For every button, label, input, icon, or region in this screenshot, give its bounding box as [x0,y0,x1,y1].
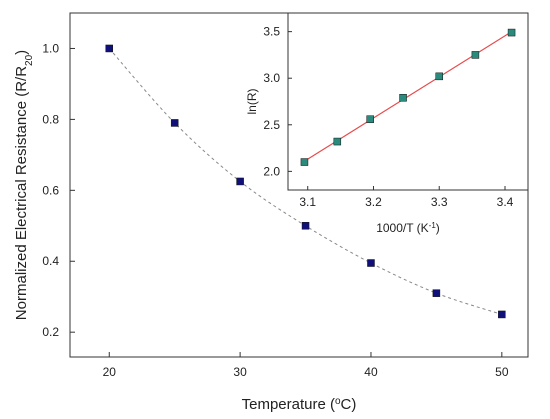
inset-data-point [399,94,407,102]
main-data-point [301,222,310,230]
main-y-tick-label: 0.4 [42,254,59,268]
inset-x-tick-label: 3.2 [365,195,382,209]
main-y-axis-title-text: Normalized Electrical Resistance (R/R [13,66,30,320]
inset-data-point [333,137,342,146]
main-y-axis-title: Normalized Electrical Resistance (R/R20) [13,50,35,320]
inset-x-tick-label: 3.4 [497,195,514,209]
inset-data-point [471,51,480,59]
inset-data-point [300,158,309,166]
inset-axis-ticks: 3.1 3.2 3.3 3.4 2.0 2.5 3.0 3.5 [263,25,513,209]
inset-x-axis-title-tail: ) [436,221,440,235]
inset-y-tick-label: 2.5 [263,118,280,132]
inset-data-point [507,28,516,37]
inset-x-axis-title-sup: -1 [429,221,437,230]
main-data-point [170,119,179,127]
main-x-axis-title: Temperature (oC) [242,396,357,414]
main-axis-ticks: 20 30 40 50 0.2 0.4 0.6 0.8 1.0 [42,41,509,379]
main-data-point [498,310,506,319]
inset-x-tick-label: 3.1 [299,195,316,209]
main-y-axis-title-tail: ) [13,50,30,55]
main-data-series [105,44,506,319]
main-y-tick-label: 0.6 [42,183,59,197]
main-x-tick-label: 20 [103,365,117,379]
main-x-tick-label: 40 [364,365,378,379]
main-y-axis-title-sub: 20 [24,54,35,66]
main-data-point [367,259,375,267]
inset-y-tick-label: 3.0 [263,71,280,85]
inset-x-tick-label: 3.3 [431,195,448,209]
main-x-axis-title-sup: o [335,396,341,407]
main-y-tick-label: 1.0 [42,41,59,55]
main-x-axis-title-tail: C) [341,396,357,413]
inset-y-axis-title: ln(R) [245,88,259,114]
main-data-point [432,289,441,297]
main-x-tick-label: 30 [233,365,247,379]
main-data-point [105,44,114,53]
main-x-axis-title-text: Temperature ( [242,396,335,413]
main-y-tick-label: 0.2 [42,325,59,339]
main-y-tick-label: 0.8 [42,112,59,126]
inset-data-point [435,72,443,81]
inset-y-tick-label: 2.0 [263,164,280,178]
main-x-tick-label: 50 [495,365,509,379]
main-data-point [236,177,244,186]
inset-x-axis-title: 1000/T (K-1) [376,221,440,236]
inset-data-point [366,115,374,123]
inset-x-axis-title-text: 1000/T (K [376,221,428,235]
inset-plot-frame [287,12,529,191]
inset-y-tick-label: 3.5 [263,25,280,39]
inset-data-series [300,28,516,166]
